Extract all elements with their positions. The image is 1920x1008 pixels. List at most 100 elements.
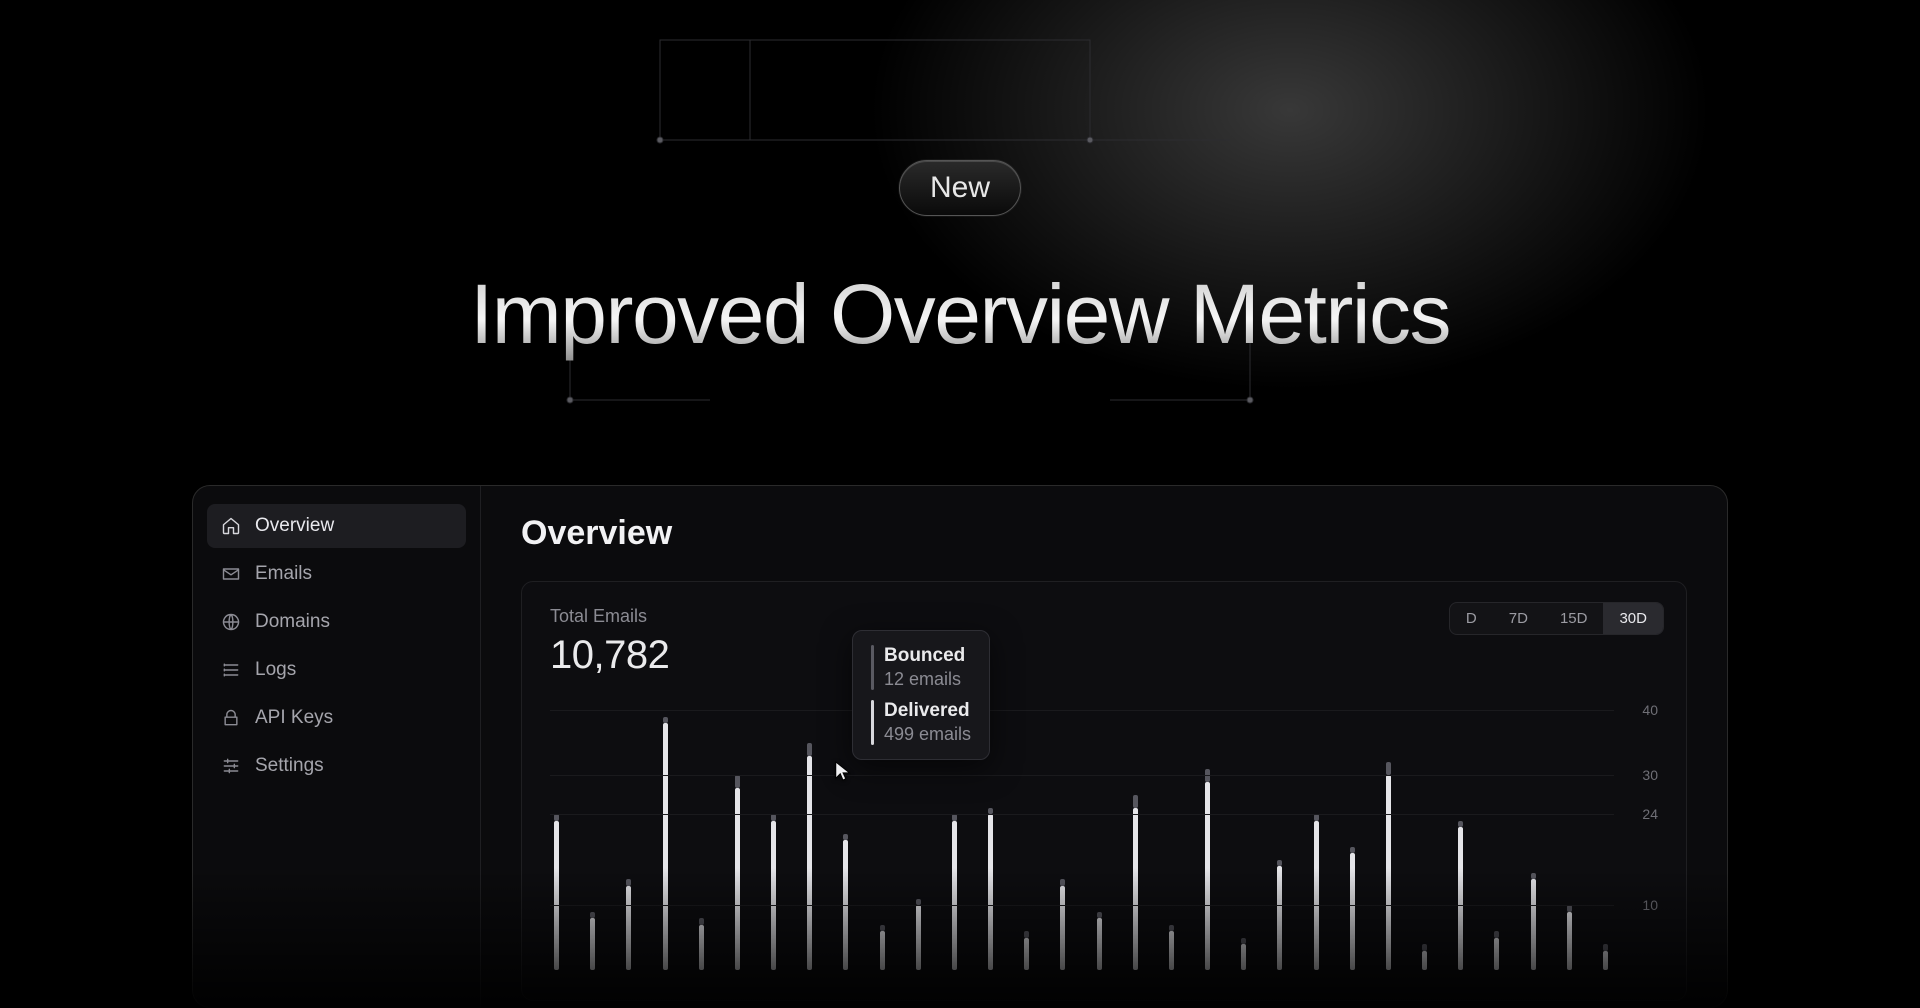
sidebar-item-logs[interactable]: Logs	[207, 648, 466, 692]
bar-delivered	[1241, 944, 1246, 970]
chart-bar[interactable]	[1422, 944, 1427, 970]
bar-bounced	[880, 925, 885, 932]
chart-bars	[554, 710, 1608, 970]
gridline	[550, 710, 1614, 711]
bar-bounced	[1277, 860, 1282, 867]
chart-bar[interactable]	[554, 814, 559, 970]
chart-bar[interactable]	[988, 808, 993, 971]
bar-delivered	[1422, 951, 1427, 971]
chart-bar[interactable]	[699, 918, 704, 970]
tooltip-title: Bounced	[884, 645, 965, 667]
chart-bar[interactable]	[1060, 879, 1065, 970]
chart-bar[interactable]	[1603, 944, 1608, 970]
chart-bar[interactable]	[1024, 931, 1029, 970]
sidebar: Overview Emails Domains Logs API Keys Setting…	[193, 486, 481, 1007]
chart-bar[interactable]	[843, 834, 848, 971]
chart-bar[interactable]	[1169, 925, 1174, 971]
gridline	[550, 814, 1614, 815]
bar-bounced	[1133, 795, 1138, 808]
bar-delivered	[1531, 879, 1536, 970]
chart-bar[interactable]	[807, 743, 812, 971]
chart-bar[interactable]	[952, 814, 957, 970]
sidebar-item-label: Logs	[255, 659, 296, 681]
y-tick: 10	[1642, 897, 1658, 913]
bar-delivered	[1458, 827, 1463, 970]
chart-bar[interactable]	[1531, 873, 1536, 971]
chart-bar[interactable]	[1277, 860, 1282, 971]
sidebar-item-emails[interactable]: Emails	[207, 552, 466, 596]
bar-bounced	[843, 834, 848, 841]
mail-icon	[221, 564, 241, 584]
app-window: Overview Emails Domains Logs API Keys Setting…	[192, 485, 1728, 1008]
bar-delivered	[952, 821, 957, 971]
bar-delivered	[590, 918, 595, 970]
y-tick: 24	[1642, 806, 1658, 822]
new-badge: New	[899, 160, 1021, 216]
time-range-selector: D7D15D30D	[1449, 602, 1664, 635]
bar-delivered	[1277, 866, 1282, 970]
tooltip-title: Delivered	[884, 700, 971, 722]
chart-bar[interactable]	[1133, 795, 1138, 971]
range-d[interactable]: D	[1450, 603, 1493, 634]
chart-bar[interactable]	[1567, 905, 1572, 970]
main-content: Overview Total Emails 10,782 D7D15D30D 4…	[481, 486, 1727, 1007]
chart-bar[interactable]	[626, 879, 631, 970]
bar-bounced	[626, 879, 631, 886]
bar-delivered	[735, 788, 740, 970]
sidebar-item-settings[interactable]: Settings	[207, 744, 466, 788]
bar-bounced	[590, 912, 595, 919]
tooltip-subtitle: 499 emails	[884, 724, 971, 745]
bar-delivered	[554, 821, 559, 971]
home-icon	[221, 516, 241, 536]
bar-bounced	[1386, 762, 1391, 775]
chart-bar[interactable]	[1350, 847, 1355, 971]
y-tick: 30	[1642, 767, 1658, 783]
sidebar-item-label: API Keys	[255, 707, 333, 729]
hero-section: New Improved Overview Metrics	[0, 160, 1920, 363]
bar-delivered	[988, 814, 993, 970]
chart-bar[interactable]	[1458, 821, 1463, 971]
chart-bar[interactable]	[916, 899, 921, 971]
cursor-icon	[834, 760, 852, 782]
chart-bar[interactable]	[880, 925, 885, 971]
sidebar-item-overview[interactable]: Overview	[207, 504, 466, 548]
chart-bar[interactable]	[663, 717, 668, 971]
page-title: Overview	[521, 514, 1687, 553]
chart-bar[interactable]	[1097, 912, 1102, 971]
bar-bounced	[807, 743, 812, 756]
bar-delivered	[1097, 918, 1102, 970]
chart-bar[interactable]	[590, 912, 595, 971]
bar-bounced	[1531, 873, 1536, 880]
bar-delivered	[771, 821, 776, 971]
bar-delivered	[807, 756, 812, 971]
chart-bar[interactable]	[735, 775, 740, 970]
chart-bar[interactable]	[1205, 769, 1210, 971]
bar-delivered	[880, 931, 885, 970]
bar-delivered	[1350, 853, 1355, 970]
sidebar-item-domains[interactable]: Domains	[207, 600, 466, 644]
chart-bar[interactable]	[1386, 762, 1391, 970]
chart-y-axis: 40302410	[1618, 710, 1658, 1000]
range-7d[interactable]: 7D	[1493, 603, 1544, 634]
bar-delivered	[1133, 808, 1138, 971]
sidebar-item-label: Emails	[255, 563, 312, 585]
logs-icon	[221, 660, 241, 680]
sliders-icon	[221, 756, 241, 776]
sidebar-item-label: Overview	[255, 515, 334, 537]
range-30d[interactable]: 30D	[1603, 603, 1663, 634]
chart-bar[interactable]	[1314, 814, 1319, 970]
chart-bar[interactable]	[1494, 931, 1499, 970]
sidebar-item-api-keys[interactable]: API Keys	[207, 696, 466, 740]
bar-delivered	[1060, 886, 1065, 971]
bar-bounced	[1060, 879, 1065, 886]
bar-bounced	[1603, 944, 1608, 951]
bar-delivered	[1205, 782, 1210, 971]
sidebar-item-label: Domains	[255, 611, 330, 633]
tooltip-color-bar	[871, 700, 874, 745]
chart-bar[interactable]	[1241, 938, 1246, 971]
chart-bar[interactable]	[771, 814, 776, 970]
bar-bounced	[1458, 821, 1463, 828]
bar-delivered	[699, 925, 704, 971]
bar-bounced	[735, 775, 740, 788]
range-15d[interactable]: 15D	[1544, 603, 1604, 634]
